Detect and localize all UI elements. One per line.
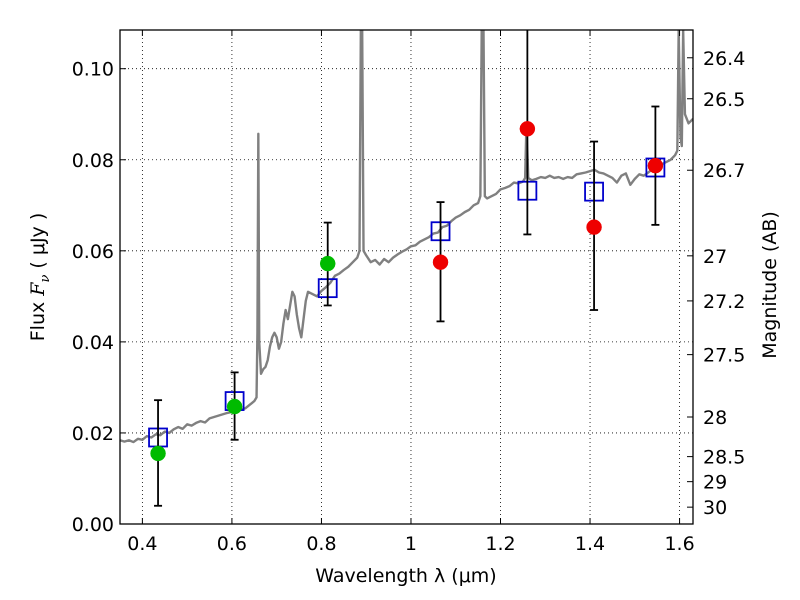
- data-points-layer: [148, 30, 666, 507]
- x-tick-label: 0.4: [127, 533, 157, 555]
- gridlines: [120, 30, 693, 525]
- y2-tick-label: 28.5: [703, 447, 745, 469]
- y2-tick-label: 26.7: [703, 160, 745, 182]
- y-tick-label: 0.06: [72, 241, 114, 263]
- plot-frame: [119, 29, 694, 525]
- y2-tick-label: 27.2: [703, 291, 745, 313]
- y-tick-label: 0.04: [72, 332, 114, 354]
- x-tick-label: 1: [405, 533, 417, 555]
- x-tick-label: 0.6: [217, 533, 247, 555]
- y2-tick-label: 27: [703, 246, 727, 268]
- y-axis-label-symbol: F: [27, 282, 49, 297]
- axis-ticks: 0.4 0.6 0.8 1 1.2 1.4 1.6 0.00 0.02 0.04 0.06 0.08 0…: [72, 30, 745, 555]
- y-axis-label-unit: ( μJy ): [27, 213, 49, 275]
- observed-point: [519, 121, 536, 137]
- spectrum-layer: [120, 30, 693, 444]
- y2-axis-label: Magnitude (AB): [759, 211, 781, 359]
- y-tick-label: 0.00: [72, 514, 114, 536]
- x-axis-label: Wavelength λ (μm): [315, 565, 496, 587]
- y2-tick-label: 26.5: [703, 89, 745, 111]
- observed-point: [647, 157, 664, 174]
- x-tick-label: 1.4: [575, 533, 605, 555]
- y2-tick-label: 27.5: [703, 345, 745, 367]
- y-axis-label: Flux Fν ( μJy ): [27, 213, 53, 342]
- y2-tick-label: 30: [703, 497, 727, 519]
- spectrum-line: [120, 30, 693, 444]
- y-tick-label: 0.02: [72, 423, 114, 445]
- y2-tick-label: 29: [703, 472, 727, 494]
- x-tick-label: 1.6: [664, 533, 694, 555]
- y2-tick-label: 26.4: [703, 48, 745, 70]
- x-tick-label: 1.2: [485, 533, 515, 555]
- observed-point: [586, 219, 602, 235]
- y-tick-label: 0.08: [72, 150, 114, 172]
- y-axis-label-prefix: Flux: [27, 296, 49, 342]
- y-axis-label-subscript: ν: [38, 275, 53, 283]
- y-tick-label: 0.10: [72, 59, 114, 81]
- observed-point: [150, 445, 166, 462]
- y2-tick-label: 28: [703, 407, 727, 429]
- observed-point: [319, 255, 336, 272]
- x-tick-label: 0.8: [306, 533, 336, 555]
- observed-point: [432, 254, 449, 270]
- observed-point: [226, 398, 243, 415]
